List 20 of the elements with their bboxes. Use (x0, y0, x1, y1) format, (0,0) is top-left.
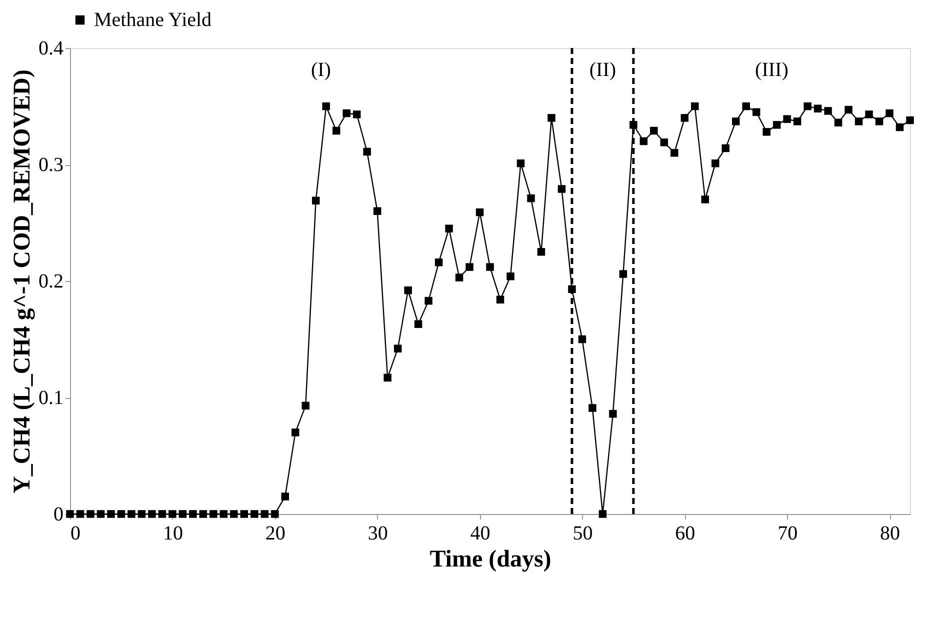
x-tick-label: 40 (470, 522, 490, 544)
x-tick-label: 30 (368, 522, 388, 544)
y-tick-label: 0 (54, 504, 64, 526)
legend-label: Methane Yield (94, 9, 212, 31)
x-tick-label: 80 (880, 522, 900, 544)
x-tick-label: 60 (675, 522, 696, 544)
x-tick-label: 0 (70, 522, 80, 544)
y-tick-label: 0.3 (38, 154, 64, 176)
x-tick-label: 70 (778, 522, 798, 544)
x-tick-label: 10 (162, 522, 183, 544)
y-axis-title: Y_CH4 (L_CH4 g^-1 COD_REMOVED) (10, 70, 36, 494)
annotation: (III) (755, 59, 788, 81)
x-tick-label: 50 (572, 522, 593, 544)
y-tick-label: 0.1 (38, 387, 64, 409)
annotation: (I) (310, 59, 331, 81)
y-tick-label: 0.4 (38, 38, 64, 60)
y-tick-label: 0.2 (38, 270, 64, 292)
x-axis-title: Time (days) (430, 546, 552, 572)
annotation: (II) (589, 59, 616, 81)
x-tick-label: 20 (265, 522, 286, 544)
